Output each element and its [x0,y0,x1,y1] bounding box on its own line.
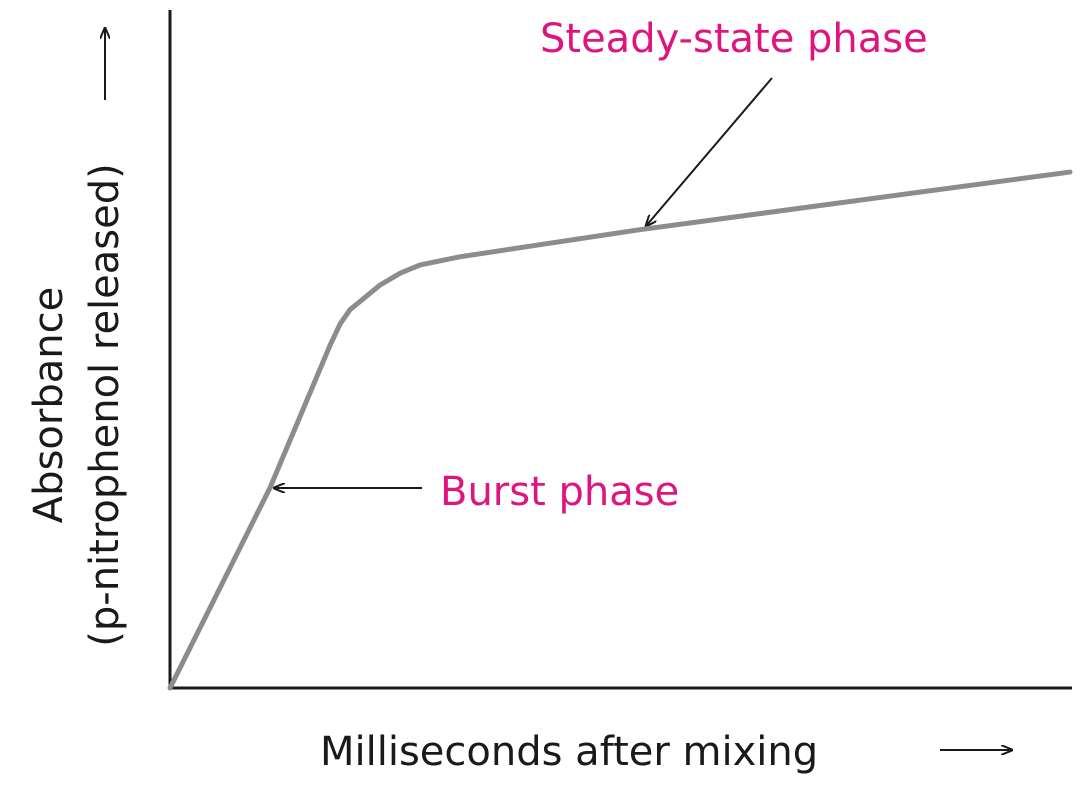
annotation-arrow [646,77,773,226]
y-axis-label: (p-nitrophenol released) [82,163,128,646]
data-line [167,169,1073,691]
annotation: Burst phase [440,469,679,515]
x-axis-label: Milliseconds after mixing [320,729,818,775]
y-axis-label: Absorbance [26,287,72,523]
annotation: Steady-state phase [540,16,928,62]
